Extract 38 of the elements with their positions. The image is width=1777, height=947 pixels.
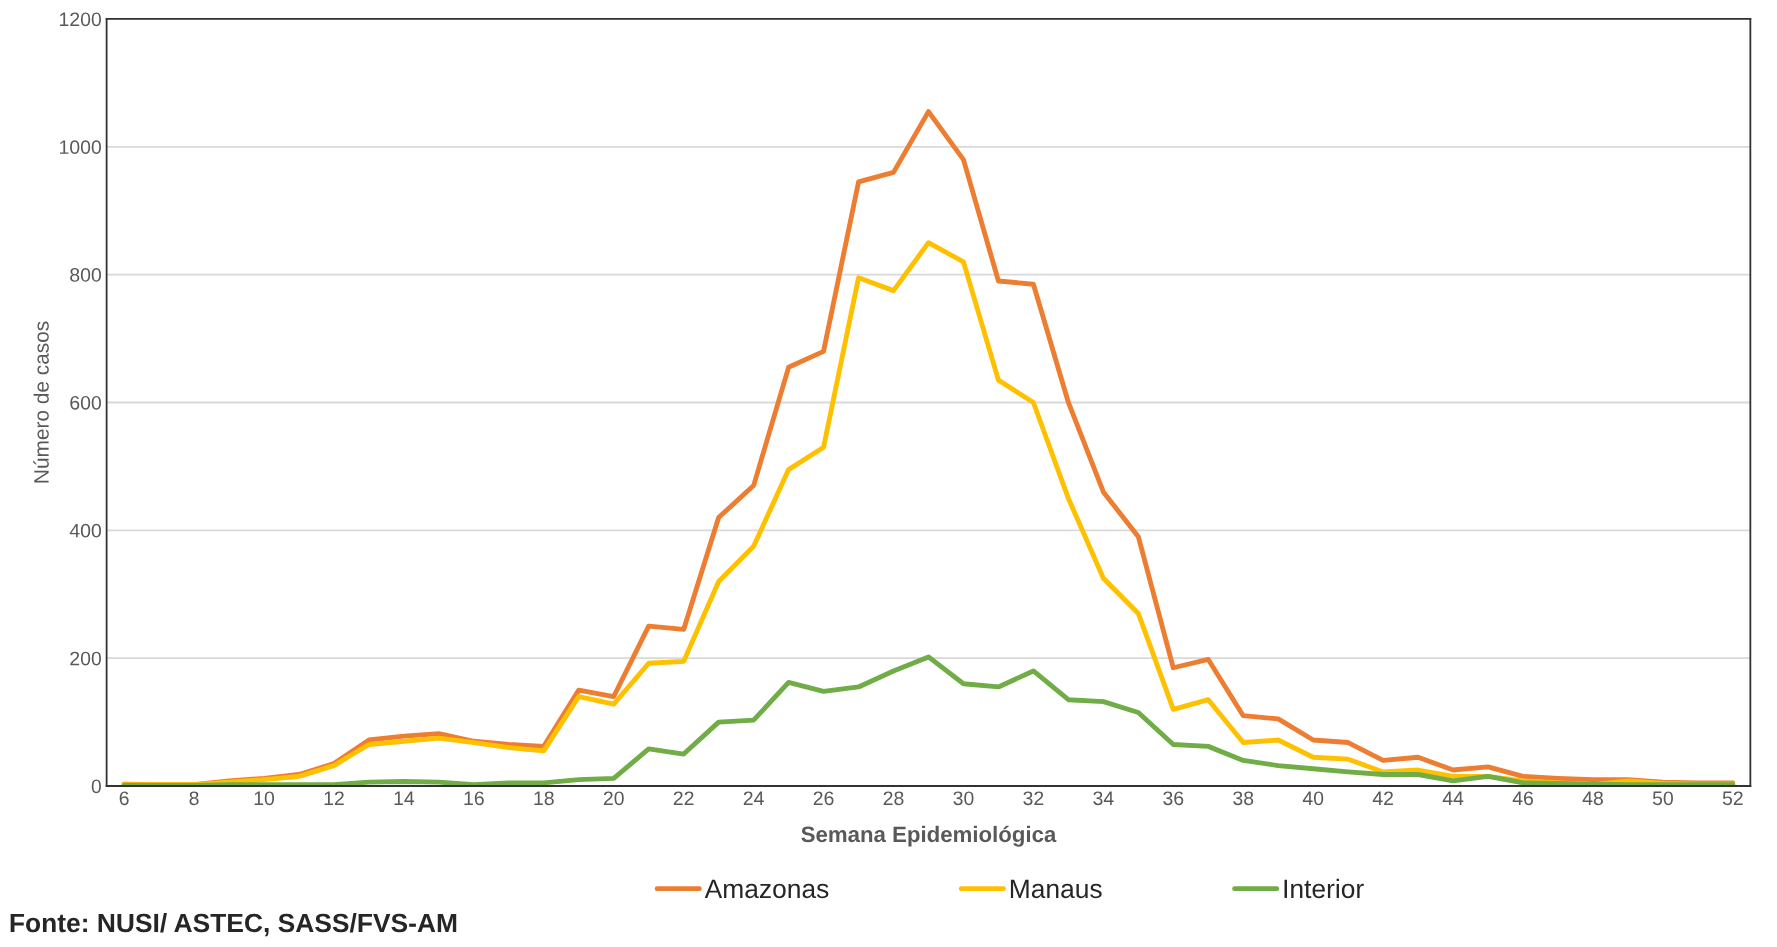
x-tick-label: 8 (189, 791, 199, 806)
x-tick-label: 20 (603, 791, 624, 806)
x-tick-label: 52 (1722, 791, 1743, 806)
legend-label: Amazonas (704, 879, 829, 899)
x-tick-label: 28 (883, 791, 904, 806)
x-tick-label: 12 (324, 791, 344, 805)
line-series (121, 654, 1736, 787)
y-tick-label: 0 (91, 779, 101, 794)
y-tick-label: 200 (70, 651, 101, 666)
x-tick-label: 42 (1372, 791, 1393, 805)
x-tick-label: 48 (1582, 791, 1603, 806)
x-tick-label: 34 (1093, 791, 1114, 806)
x-tick-label: 36 (1163, 791, 1184, 806)
x-tick-label: 50 (1652, 791, 1673, 806)
y-tick-label: 800 (70, 268, 101, 282)
y-tick-label: 1000 (59, 140, 101, 155)
x-tick-label: 30 (953, 791, 974, 806)
x-tick-label: 40 (1302, 791, 1324, 806)
x-tick-label: 22 (673, 791, 694, 805)
x-tick-label: 16 (464, 791, 484, 806)
y-tick-label: 400 (69, 523, 101, 538)
legend-label: Manaus (1010, 879, 1102, 899)
y-axis-title: Número de casos (33, 321, 49, 483)
source-note: Fonte: NUSI/ ASTEC, SASS/FVS-AM (10, 912, 457, 937)
x-tick-label: 14 (394, 791, 415, 805)
y-tick-label: 1200 (59, 12, 101, 27)
y-tick-label: 600 (70, 395, 101, 410)
x-tick-label: 32 (1023, 791, 1044, 806)
x-tick-label: 24 (743, 791, 764, 805)
legend-label: Interior (1284, 878, 1364, 899)
x-tick-label: 10 (254, 791, 275, 806)
x-tick-label: 18 (534, 791, 554, 806)
x-axis-title: Semana Epidemiológica (801, 825, 1057, 847)
x-tick-label: 38 (1233, 791, 1254, 806)
x-tick-label: 46 (1512, 791, 1533, 806)
x-tick-label: 44 (1442, 791, 1464, 805)
x-tick-label: 6 (119, 791, 129, 806)
x-tick-label: 26 (813, 791, 834, 806)
